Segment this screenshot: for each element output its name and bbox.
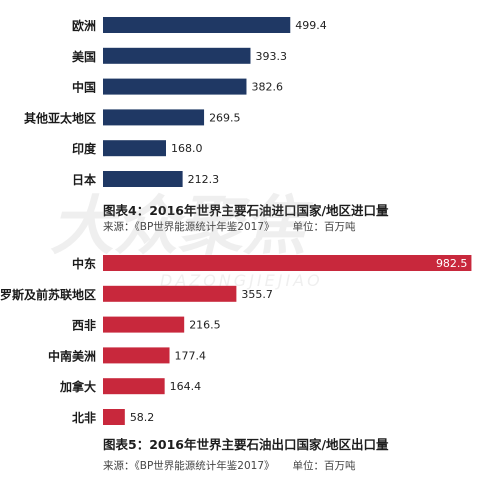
- bar: [103, 78, 247, 95]
- category-label: 加拿大: [59, 379, 96, 394]
- export-chart-title: 图表5：2016年世界主要石油出口国家/地区出口量: [103, 437, 389, 452]
- category-label: 俄罗斯及前苏联地区: [0, 287, 96, 302]
- bar: [103, 409, 125, 425]
- category-label: 美国: [72, 49, 96, 64]
- bar: [103, 378, 165, 395]
- category-label: 印度: [72, 141, 97, 156]
- value-label: 393.3: [255, 50, 286, 63]
- bar: [103, 47, 251, 64]
- value-label: 499.4: [295, 19, 327, 32]
- export-unit-text: 单位：百万吨: [292, 460, 356, 472]
- bar: [103, 255, 472, 271]
- export-source-text: 来源：《BP世界能源统计年鉴2017》: [103, 460, 275, 472]
- value-label: 355.7: [241, 288, 273, 301]
- import-unit-text: 单位：百万吨: [292, 221, 356, 233]
- import-chart: 欧洲 499.4 美国 393.3 中国 382.6 其他亚太地区 269.5 印度 168.0 日…: [0, 0, 500, 240]
- value-label: 164.4: [170, 380, 202, 393]
- import-chart-plot: 欧洲 499.4 美国 393.3 中国 382.6 其他亚太地区 269.5 印度 168.0 日…: [24, 17, 327, 187]
- value-label: 168.0: [171, 142, 203, 155]
- bar: [103, 285, 237, 302]
- bar: [103, 140, 166, 157]
- category-label: 中南美洲: [48, 348, 96, 363]
- value-label: 269.5: [209, 111, 241, 124]
- export-chart: 中东 982.5 俄罗斯及前苏联地区 355.7 西非 216.5 中南美洲 177.4 加拿大…: [0, 244, 500, 483]
- category-label: 欧洲: [72, 18, 96, 33]
- export-chart-plot: 中东 982.5 俄罗斯及前苏联地区 355.7 西非 216.5 中南美洲 177.4 加拿大…: [0, 255, 472, 425]
- category-label: 北非: [72, 410, 96, 425]
- category-label: 西非: [72, 318, 96, 333]
- import-chart-title: 图表4：2016年世界主要石油进口国家/地区进口量: [103, 203, 389, 218]
- import-chart-source: 来源：《BP世界能源统计年鉴2017》 单位：百万吨: [103, 219, 356, 234]
- category-label: 中国: [72, 80, 96, 95]
- value-label: 177.4: [175, 349, 207, 362]
- category-label: 日本: [72, 172, 96, 187]
- value-label: 982.5: [436, 257, 468, 270]
- export-chart-source: 来源：《BP世界能源统计年鉴2017》 单位：百万吨: [103, 458, 356, 473]
- category-label: 其他亚太地区: [24, 110, 96, 125]
- value-label: 212.3: [188, 173, 220, 186]
- category-label: 中东: [72, 256, 96, 271]
- bar: [103, 109, 205, 126]
- bar: [103, 171, 183, 187]
- value-label: 216.5: [189, 319, 221, 332]
- value-label: 382.6: [251, 81, 283, 94]
- value-label: 58.2: [130, 411, 155, 424]
- bar: [103, 17, 291, 33]
- bar: [103, 316, 185, 333]
- import-source-text: 来源：《BP世界能源统计年鉴2017》: [103, 221, 275, 233]
- bar: [103, 347, 170, 364]
